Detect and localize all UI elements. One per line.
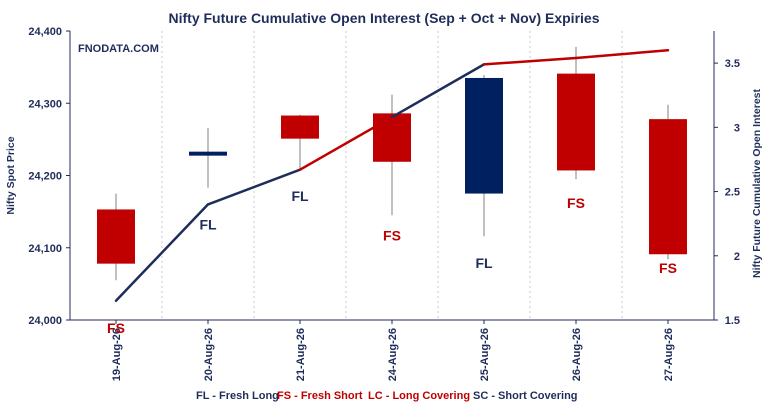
right-tick-label: 3.5 — [725, 58, 740, 70]
left-tick-label: 24,000 — [28, 315, 62, 327]
annotation-label: FL — [291, 188, 309, 204]
candle-body — [465, 77, 503, 194]
oi-segment — [390, 63, 486, 119]
annotation-label: FL — [199, 217, 217, 233]
watermark: FNODATA.COM — [78, 43, 159, 55]
candles — [97, 46, 687, 281]
y-axis-label-left: Nifty Spot Price — [5, 136, 17, 214]
annotation-label: FS — [107, 320, 125, 336]
legend-entry: LC - Long Covering — [368, 390, 470, 402]
right-tick-label: 2.5 — [725, 187, 740, 199]
annotation-label: FL — [475, 255, 493, 271]
candle-body — [281, 115, 319, 139]
y-axis-label-right: Nifty Future Cumulative Open Interest — [751, 88, 763, 278]
right-tick-label: 3 — [734, 122, 740, 134]
candle-body — [189, 151, 227, 156]
legend-entry: FL - Fresh Long — [196, 390, 279, 402]
legend-entry: FS - Fresh Short — [277, 390, 363, 402]
left-ticks: 24,000 24,100 24,200 24,300 24,400 — [28, 26, 70, 327]
oi-segment — [114, 203, 210, 302]
annotations: FS FL FL FS FL FS FS — [107, 188, 677, 336]
candle-body — [649, 119, 687, 255]
candle-body — [557, 73, 595, 171]
chart-title: Nifty Future Cumulative Open Interest (S… — [169, 10, 600, 26]
x-tick-label: 21-Aug-26 — [295, 328, 307, 381]
oi-segment — [574, 49, 670, 60]
x-tick-label: 24-Aug-26 — [387, 328, 399, 381]
x-ticks: 19-Aug-26 20-Aug-26 21-Aug-26 24-Aug-26 25-A… — [111, 320, 675, 381]
annotation-label: FS — [659, 260, 677, 276]
left-tick-label: 24,300 — [28, 98, 62, 110]
right-tick-label: 2 — [734, 251, 740, 263]
annotation-label: FS — [383, 228, 401, 244]
candle-body — [97, 209, 135, 264]
x-tick-label: 27-Aug-26 — [663, 328, 675, 381]
x-tick-label: 25-Aug-26 — [479, 328, 491, 381]
left-tick-label: 24,400 — [28, 26, 62, 38]
x-tick-label: 20-Aug-26 — [203, 328, 215, 381]
open-interest-line — [114, 49, 670, 302]
left-tick-label: 24,100 — [28, 243, 62, 255]
oi-segment — [298, 115, 394, 171]
gridlines — [161, 31, 623, 320]
left-tick-label: 24,200 — [28, 171, 62, 183]
candle-body — [373, 113, 411, 162]
right-tick-label: 1.5 — [725, 315, 740, 327]
right-ticks: 1.5 2 2.5 3 3.5 — [714, 58, 740, 327]
annotation-label: FS — [567, 195, 585, 211]
x-tick-label: 19-Aug-26 — [111, 328, 123, 381]
oi-segment — [482, 56, 578, 66]
oi-segment — [206, 168, 302, 206]
x-tick-label: 26-Aug-26 — [571, 328, 583, 381]
legend-entry: SC - Short Covering — [473, 390, 578, 402]
